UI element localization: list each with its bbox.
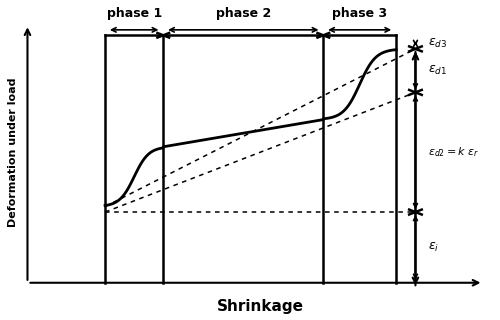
Text: Shrinkage: Shrinkage (217, 299, 304, 314)
Text: $\varepsilon_{d3}$: $\varepsilon_{d3}$ (428, 37, 447, 50)
Text: phase 2: phase 2 (216, 7, 271, 20)
Text: phase 3: phase 3 (332, 7, 387, 20)
Text: Deformation under load: Deformation under load (8, 77, 18, 227)
Text: $\varepsilon_{d2} = k\ \varepsilon_r$: $\varepsilon_{d2} = k\ \varepsilon_r$ (428, 145, 479, 159)
Text: $\varepsilon_i$: $\varepsilon_i$ (428, 241, 438, 254)
Text: phase 1: phase 1 (106, 7, 162, 20)
Text: $\varepsilon_{d1}$: $\varepsilon_{d1}$ (428, 64, 446, 77)
